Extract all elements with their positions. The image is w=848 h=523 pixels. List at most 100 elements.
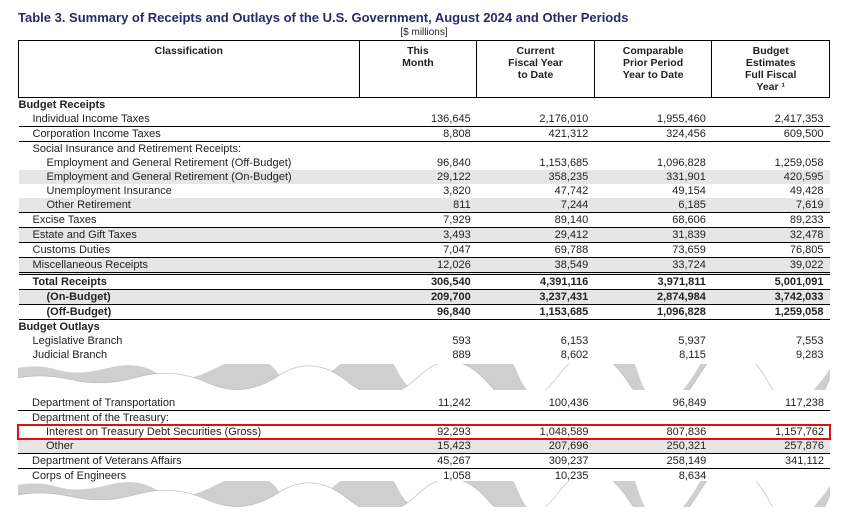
col-budget-est: Budget Estimates Full Fiscal Year ¹ bbox=[712, 41, 830, 98]
row-label: Customs Duties bbox=[19, 243, 360, 258]
row-label: Social Insurance and Retirement Receipts… bbox=[19, 142, 830, 157]
row-label: (Off-Budget) bbox=[19, 305, 360, 320]
row-label: Employment and General Retirement (Off-B… bbox=[19, 156, 360, 170]
cell: 3,820 bbox=[359, 184, 477, 198]
table-row: Individual Income Taxes 136,645 2,176,01… bbox=[19, 112, 830, 127]
table-row: Unemployment Insurance 3,820 47,742 49,1… bbox=[19, 184, 830, 198]
receipts-outlays-table: Classification This Month Current Fiscal… bbox=[18, 40, 830, 362]
col-fy-to-date: Current Fiscal Year to Date bbox=[477, 41, 595, 98]
cell: 811 bbox=[359, 198, 477, 213]
table-row: (On-Budget) 209,700 3,237,431 2,874,984 … bbox=[19, 290, 830, 305]
cell: 96,840 bbox=[359, 305, 477, 320]
cell: 5,001,091 bbox=[712, 274, 830, 290]
cell: 2,874,984 bbox=[594, 290, 712, 305]
cell: 1,259,058 bbox=[712, 305, 830, 320]
cell: 4,391,116 bbox=[477, 274, 595, 290]
table-row: Department of Veterans Affairs 45,267 30… bbox=[18, 454, 830, 469]
cell: 2,417,353 bbox=[712, 112, 830, 127]
cell: 1,259,058 bbox=[712, 156, 830, 170]
cell: 420,595 bbox=[712, 170, 830, 184]
cell: 69,788 bbox=[477, 243, 595, 258]
row-label: Department of the Treasury: bbox=[18, 411, 830, 426]
row-label: Other Retirement bbox=[19, 198, 360, 213]
cell: 68,606 bbox=[594, 213, 712, 228]
cell: 889 bbox=[359, 348, 477, 362]
table-row: Legislative Branch 593 6,153 5,937 7,553 bbox=[19, 334, 830, 348]
cell: 6,185 bbox=[594, 198, 712, 213]
cell: 6,153 bbox=[477, 334, 595, 348]
table-row: Customs Duties 7,047 69,788 73,659 76,80… bbox=[19, 243, 830, 258]
cell: 8,808 bbox=[359, 127, 477, 142]
row-label: Individual Income Taxes bbox=[19, 112, 360, 127]
outlays-continued-table: Department of Transportation 11,242 100,… bbox=[18, 396, 830, 483]
cell: 2,176,010 bbox=[477, 112, 595, 127]
section-budget-receipts: Budget Receipts bbox=[19, 98, 830, 113]
cell: 309,237 bbox=[477, 454, 595, 469]
cell: 358,235 bbox=[477, 170, 595, 184]
cell: 29,412 bbox=[477, 228, 595, 243]
cell: 3,742,033 bbox=[712, 290, 830, 305]
table-row: Other 15,423 207,696 250,321 257,876 bbox=[18, 439, 830, 454]
cell: 33,724 bbox=[594, 258, 712, 274]
row-label: (On-Budget) bbox=[19, 290, 360, 305]
cell: 1,096,828 bbox=[594, 305, 712, 320]
section-budget-outlays: Budget Outlays bbox=[19, 320, 830, 335]
cell: 324,456 bbox=[594, 127, 712, 142]
table-row: Social Insurance and Retirement Receipts… bbox=[19, 142, 830, 157]
cell: 807,836 bbox=[595, 425, 713, 439]
cell: 39,022 bbox=[712, 258, 830, 274]
table-row: Department of the Treasury: bbox=[18, 411, 830, 426]
cell: 38,549 bbox=[477, 258, 595, 274]
cell: 9,283 bbox=[712, 348, 830, 362]
row-label: Corporation Income Taxes bbox=[19, 127, 360, 142]
highlighted-row: Interest on Treasury Debt Securities (Gr… bbox=[18, 425, 830, 439]
cell: 1,153,685 bbox=[477, 156, 595, 170]
cell: 1,157,762 bbox=[712, 425, 830, 439]
cell: 1,096,828 bbox=[594, 156, 712, 170]
cell: 3,493 bbox=[359, 228, 477, 243]
cell: 49,154 bbox=[594, 184, 712, 198]
cell: 31,839 bbox=[594, 228, 712, 243]
cell: 136,645 bbox=[359, 112, 477, 127]
cell: 15,423 bbox=[359, 439, 477, 454]
cell: 76,805 bbox=[712, 243, 830, 258]
cell: 258,149 bbox=[595, 454, 713, 469]
cell: 250,321 bbox=[595, 439, 713, 454]
cell: 7,553 bbox=[712, 334, 830, 348]
unit-note: [$ millions] bbox=[18, 27, 830, 38]
cell: 5,937 bbox=[594, 334, 712, 348]
cell: 3,971,811 bbox=[594, 274, 712, 290]
table-title: Table 3. Summary of Receipts and Outlays… bbox=[18, 10, 830, 25]
row-label: Department of Veterans Affairs bbox=[18, 454, 359, 469]
row-label: Miscellaneous Receipts bbox=[19, 258, 360, 274]
cell: 7,929 bbox=[359, 213, 477, 228]
cell: 12,026 bbox=[359, 258, 477, 274]
cell: 89,140 bbox=[477, 213, 595, 228]
col-classification: Classification bbox=[19, 41, 360, 98]
cell: 29,122 bbox=[359, 170, 477, 184]
cell: 49,428 bbox=[712, 184, 830, 198]
cell: 3,237,431 bbox=[477, 290, 595, 305]
cell: 96,840 bbox=[359, 156, 477, 170]
cell: 89,233 bbox=[712, 213, 830, 228]
cell: 92,293 bbox=[359, 425, 477, 439]
cell: 7,047 bbox=[359, 243, 477, 258]
row-label: Other bbox=[18, 439, 359, 454]
cell: 1,048,589 bbox=[477, 425, 595, 439]
table-row: (Off-Budget) 96,840 1,153,685 1,096,828 … bbox=[19, 305, 830, 320]
cell: 331,901 bbox=[594, 170, 712, 184]
cell: 11,242 bbox=[359, 396, 477, 411]
cell: 306,540 bbox=[359, 274, 477, 290]
cell: 1,955,460 bbox=[594, 112, 712, 127]
cell: 341,112 bbox=[712, 454, 830, 469]
torn-gap-icon bbox=[18, 364, 830, 390]
cell: 593 bbox=[359, 334, 477, 348]
table-row: Employment and General Retirement (On-Bu… bbox=[19, 170, 830, 184]
table-row: Excise Taxes 7,929 89,140 68,606 89,233 bbox=[19, 213, 830, 228]
cell: 100,436 bbox=[477, 396, 595, 411]
cell: 209,700 bbox=[359, 290, 477, 305]
table-row: Judicial Branch 889 8,602 8,115 9,283 bbox=[19, 348, 830, 362]
cell: 7,244 bbox=[477, 198, 595, 213]
table-row: Miscellaneous Receipts 12,026 38,549 33,… bbox=[19, 258, 830, 274]
row-label: Legislative Branch bbox=[19, 334, 360, 348]
